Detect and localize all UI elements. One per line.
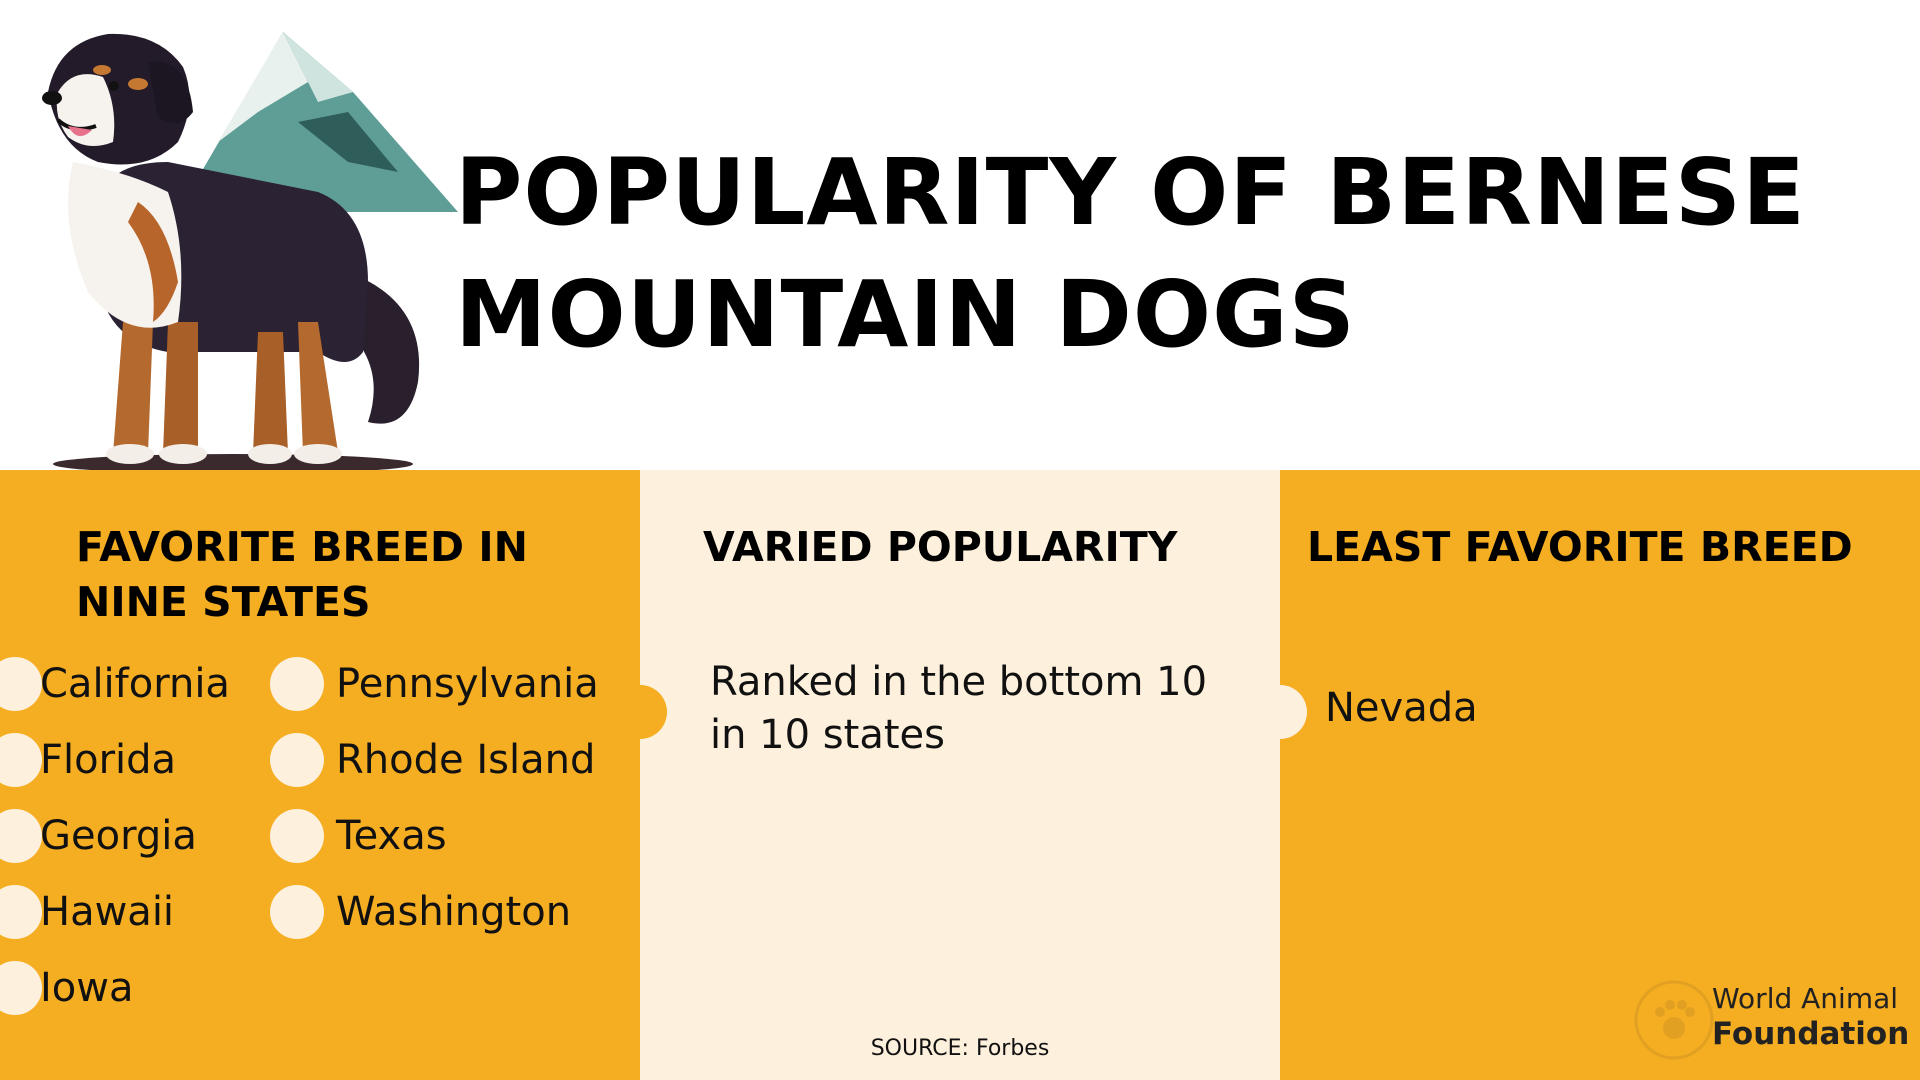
state-name: Georgia [40,813,197,859]
bullet-circle-icon [0,961,42,1015]
least-favorite-state: Nevada [1325,685,1478,731]
brand-name-line-1: World Animal [1712,982,1899,1015]
bullet-circle-icon [270,885,324,939]
brand-name-line-2: Foundation [1712,1016,1910,1052]
state-item: Florida [0,732,177,788]
favorite-breed-heading: FAVORITE BREED IN NINE STATES [76,523,528,626]
bullet-circle-icon [0,657,42,711]
source-note: SOURCE: Forbes [870,1036,1050,1061]
bullet-circle-icon [0,809,42,863]
favorite-breed-panel: FAVORITE BREED IN NINE STATES California… [0,470,640,1080]
connector-circle-icon [1253,685,1307,739]
state-name: California [40,661,230,707]
least-favorite-heading: LEAST FAVORITE BREED [1307,523,1853,571]
bullet-circle-icon [0,885,42,939]
state-name: Hawaii [40,889,175,935]
state-item: Texas [270,808,447,864]
title-line-2: MOUNTAIN DOGS [455,261,1356,368]
bullet-circle-icon [270,657,324,711]
bullet-circle-icon [270,733,324,787]
varied-popularity-panel: VARIED POPULARITY Ranked in the bottom 1… [640,470,1280,1080]
page-title: POPULARITY OF BERNESE MOUNTAIN DOGS [455,132,1895,376]
state-name: Iowa [40,965,134,1011]
state-item: California [0,656,230,712]
varied-popularity-text: Ranked in the bottom 10 in 10 states [710,659,1208,758]
state-name: Pennsylvania [336,661,599,707]
state-name: Texas [336,813,447,859]
state-item: Iowa [0,960,134,1016]
bernese-mountain-dog-icon [42,32,458,474]
state-item: Georgia [0,808,197,864]
state-item: Washington [270,884,572,940]
state-item: Pennsylvania [270,656,599,712]
state-name: Washington [336,889,572,935]
bullet-circle-icon [270,809,324,863]
hero-section: POPULARITY OF BERNESE MOUNTAIN DOGS [0,0,1920,474]
state-name: Florida [40,737,177,783]
state-item: Rhode Island [270,732,596,788]
paw-seal-icon [1634,980,1714,1060]
least-favorite-panel: LEAST FAVORITE BREED Nevada [1280,470,1920,1080]
brand-logo: World Animal Foundation [1632,978,1920,1078]
varied-popularity-heading: VARIED POPULARITY [703,523,1178,571]
state-item: Hawaii [0,884,175,940]
state-name: Rhode Island [336,737,596,783]
title-line-1: POPULARITY OF BERNESE [455,139,1806,246]
bullet-circle-icon [0,733,42,787]
connector-circle-icon [613,685,667,739]
